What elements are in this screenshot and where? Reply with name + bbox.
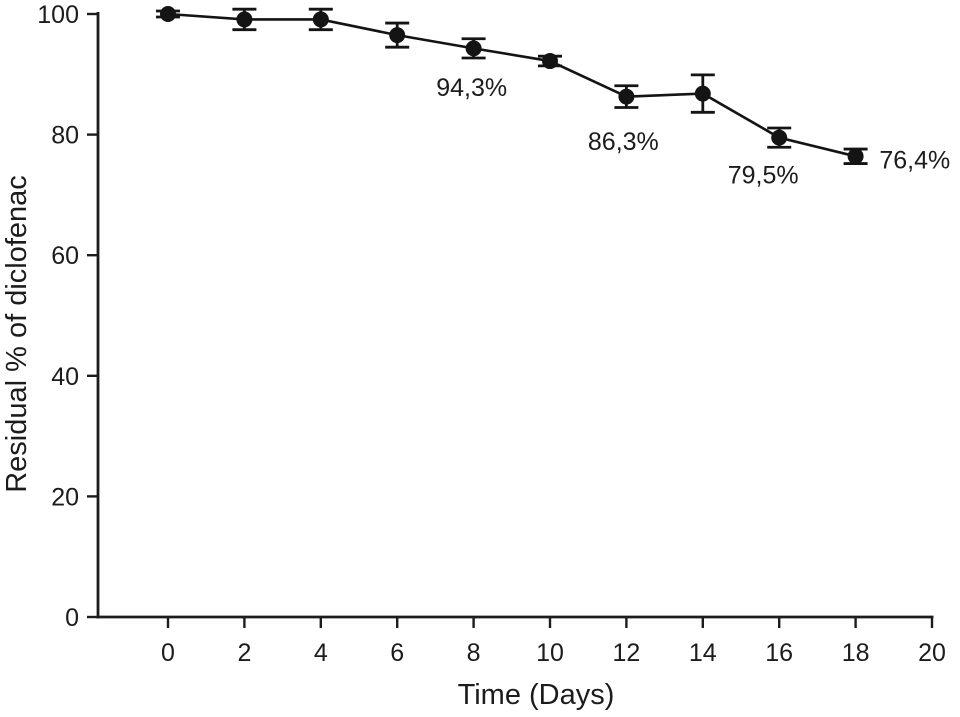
point-value-annotation: 94,3%: [436, 74, 507, 102]
y-tick-label: 40: [51, 363, 79, 391]
series-line: [167, 12, 856, 158]
data-point-marker: [694, 85, 711, 102]
x-tick-label: 18: [842, 639, 870, 667]
point-value-annotation: 79,5%: [728, 161, 799, 189]
x-tick-label: 12: [612, 639, 640, 667]
annotations: 94,3% 86,3% 79,5% 76,4%: [436, 74, 950, 189]
x-tick-label: 4: [314, 639, 328, 667]
y-axis-title: Residual % of diclofenac: [1, 175, 33, 493]
data-point-marker: [465, 40, 482, 57]
x-tick-label: 20: [918, 639, 946, 667]
data-point-marker: [542, 53, 558, 70]
y-tick-label: 80: [51, 122, 79, 150]
x-tick-label: 16: [765, 639, 793, 667]
x-tick-label: 8: [467, 639, 481, 667]
data-point-marker: [389, 27, 406, 44]
y-tick-label: 100: [37, 1, 79, 29]
x-tick-label: 2: [237, 639, 251, 667]
data-point-marker: [312, 11, 329, 28]
point-value-annotation: 86,3%: [588, 128, 659, 156]
data-point-marker: [236, 11, 253, 28]
data-point-marker: [160, 6, 176, 22]
x-tick-label: 14: [689, 639, 717, 667]
y-tick-label: 20: [51, 483, 79, 511]
x-tick-label: 6: [390, 639, 404, 667]
x-tick-label: 0: [161, 639, 175, 667]
data-series: [156, 6, 868, 165]
point-value-annotation: 76,4%: [879, 146, 950, 174]
data-point-marker: [847, 148, 864, 165]
axes: 0 20 40 60 80 100 0 2 4 6 8 10 12 14 16 18 20: [37, 1, 946, 667]
data-point-marker: [618, 88, 635, 105]
x-axis-title: Time (Days): [458, 679, 615, 711]
y-tick-label: 60: [51, 242, 79, 270]
y-tick-label: 0: [65, 604, 79, 632]
x-tick-label: 10: [536, 639, 564, 667]
data-point-marker: [771, 129, 788, 146]
